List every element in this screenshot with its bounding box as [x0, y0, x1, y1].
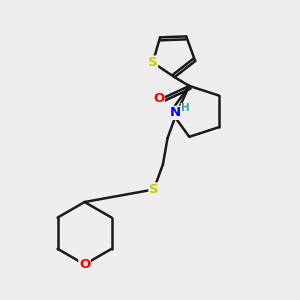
- Text: O: O: [79, 258, 90, 271]
- Text: N: N: [170, 106, 181, 119]
- Text: S: S: [149, 183, 159, 196]
- Text: H: H: [181, 103, 190, 113]
- Text: O: O: [153, 92, 164, 105]
- Text: S: S: [148, 56, 158, 69]
